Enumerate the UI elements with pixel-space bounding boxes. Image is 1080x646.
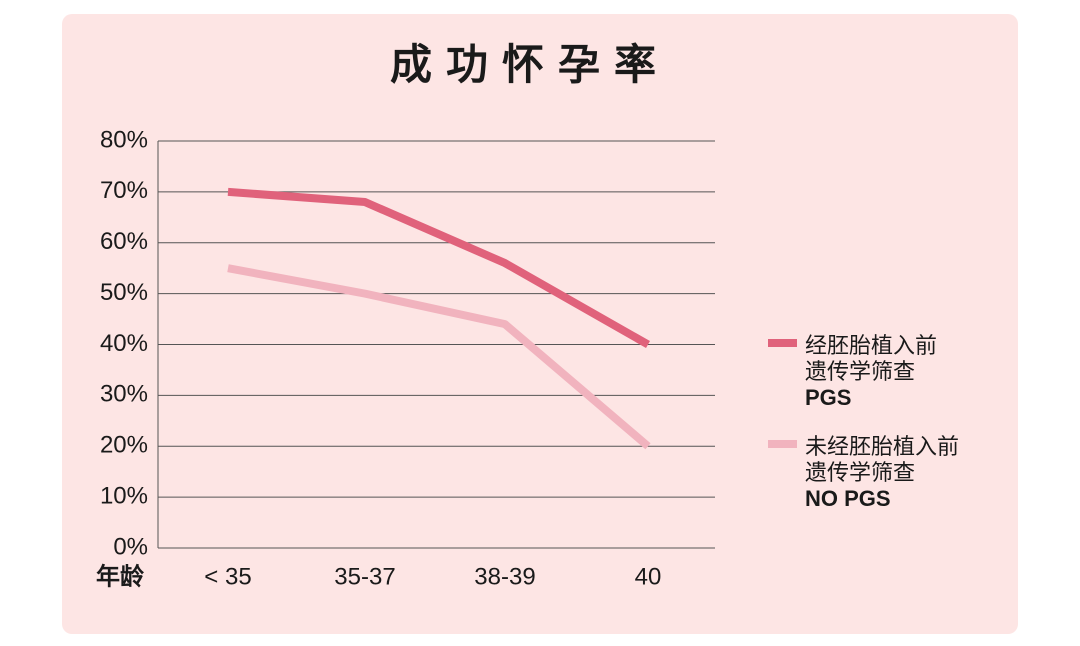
card-background <box>62 14 1018 634</box>
legend-label: 经胚胎植入前 <box>805 333 937 358</box>
y-tick-label: 40% <box>100 330 148 357</box>
x-axis-label: 年龄 <box>96 562 145 590</box>
series-line <box>227 187 650 348</box>
legend-label: NO PGS <box>805 486 891 511</box>
y-tick-label: 30% <box>100 381 148 408</box>
x-tick-label: < 35 <box>204 563 251 590</box>
y-tick-label: 50% <box>100 279 148 306</box>
y-tick-label: 60% <box>100 228 148 255</box>
x-tick-label: 40 <box>635 563 662 590</box>
y-tick-label: 70% <box>100 177 148 204</box>
y-tick-label: 20% <box>100 432 148 459</box>
chart-title: 成功怀孕率 <box>390 41 670 88</box>
x-tick-label: 38-39 <box>474 563 535 590</box>
y-tick-label: 80% <box>100 126 148 153</box>
x-tick-label: 35-37 <box>334 563 395 590</box>
legend-label: 遗传学筛查 <box>805 359 915 384</box>
series-line <box>227 264 651 450</box>
legend-label: 未经胚胎植入前 <box>805 434 959 459</box>
y-tick-label: 10% <box>100 482 148 509</box>
legend-label: PGS <box>805 385 851 410</box>
y-tick-label: 0% <box>113 533 148 560</box>
legend-label: 遗传学筛查 <box>805 460 915 485</box>
